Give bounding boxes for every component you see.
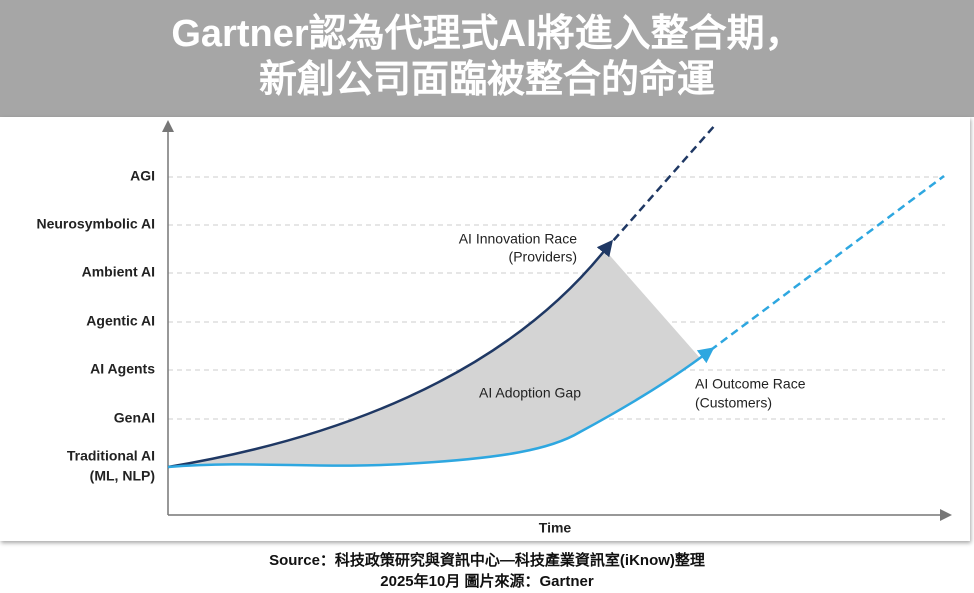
footer: Source：科技政策研究與資訊中心—科技產業資訊室(iKnow)整理 2025… [0, 550, 974, 592]
innovation-arrow [596, 239, 613, 258]
level-label: AGI [130, 168, 155, 184]
outcome-projection [699, 174, 945, 360]
adoption-gap-area [168, 250, 700, 467]
source-line: Source：科技政策研究與資訊中心—科技產業資訊室(iKnow)整理 [269, 552, 705, 569]
annotation: AI Adoption Gap [479, 385, 581, 401]
title-line: 新創公司面臨被整合的命運 [258, 59, 715, 101]
annotation: AI Innovation Race [459, 231, 578, 247]
level-label: GenAI [114, 410, 155, 426]
level-label: AI Agents [90, 361, 155, 377]
annotation: (Providers) [509, 249, 577, 265]
level-sublabel: (ML, NLP) [90, 468, 155, 484]
outcome-arrow [695, 347, 715, 364]
innovation-projection [604, 123, 717, 251]
annotation: AI Outcome Race [695, 376, 806, 392]
source-line: 2025年10月 圖片來源：Gartner [380, 573, 594, 590]
x-axis-label: Time [539, 520, 572, 536]
level-label: Traditional AI [67, 448, 155, 464]
level-label: Agentic AI [86, 313, 155, 329]
title-line: Gartner認為代理式AI將進入整合期， [171, 13, 803, 55]
annotation: (Customers) [695, 395, 772, 411]
outcome-curve [167, 356, 701, 469]
header: Gartner認為代理式AI將進入整合期， 新創公司面臨被整合的命運 [0, 0, 974, 117]
innovation-curve [167, 249, 606, 469]
level-label: Neurosymbolic AI [36, 216, 155, 232]
diagram: AGI Neurosymbolic AI Ambient AI Agentic … [36, 120, 952, 536]
y-labels: AGI Neurosymbolic AI Ambient AI Agentic … [36, 168, 155, 484]
level-label: Ambient AI [82, 264, 155, 280]
diagram-panel: AGI Neurosymbolic AI Ambient AI Agentic … [0, 117, 970, 541]
